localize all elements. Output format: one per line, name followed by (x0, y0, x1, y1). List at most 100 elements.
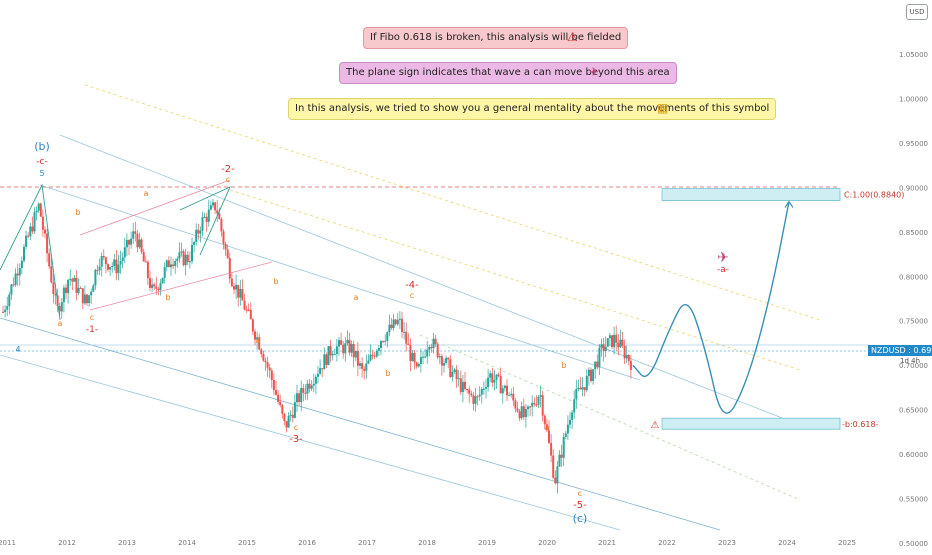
candle-body (260, 349, 263, 354)
channel-line (0, 354, 621, 531)
note-plane[interactable]: The plane sign indicates that wave a can… (339, 62, 677, 84)
candle-body (125, 239, 128, 248)
x-tick-label: 2015 (238, 539, 256, 547)
channel-line (84, 84, 821, 321)
wave-line (79, 179, 231, 236)
candle-body (27, 235, 30, 237)
candle-body (516, 408, 519, 412)
candle-body (216, 210, 219, 214)
candle-body (23, 246, 25, 261)
warning-icon: ⚠ (651, 420, 660, 431)
candle-body (199, 230, 202, 234)
candle-body (554, 477, 557, 484)
candle-body (130, 238, 133, 245)
candle-body (541, 395, 544, 416)
candle-body (102, 256, 105, 258)
wave-label-c2: c (226, 175, 230, 184)
wave-label-a_proj: -a- (717, 265, 729, 275)
candle-body (430, 346, 433, 349)
candle-body (212, 202, 214, 206)
candle-body (155, 286, 158, 289)
candle-body (367, 360, 370, 364)
candle-body (92, 285, 95, 292)
b-target-zone (661, 417, 841, 430)
candle-body (157, 288, 160, 291)
candle-body (73, 277, 76, 282)
candle-body (302, 388, 305, 393)
candle-body (54, 294, 57, 296)
candle-body (424, 356, 427, 358)
wave-label-b2: b (165, 293, 170, 302)
candle-body (615, 334, 618, 343)
candle-body (543, 415, 546, 425)
candle-body (228, 258, 231, 279)
wave-label-two: -2- (221, 164, 235, 175)
candle-body (432, 338, 435, 349)
chart-icon: ▦ (657, 101, 669, 115)
candle-body (20, 260, 23, 269)
currency-badge[interactable]: USD (906, 4, 928, 20)
candle-body (142, 251, 145, 262)
candle-body (602, 344, 605, 351)
candle-body (604, 346, 607, 351)
candle-body (331, 353, 334, 356)
candle-body (60, 302, 63, 312)
candle-body (222, 231, 225, 244)
candle-body (499, 375, 502, 394)
wave-label-b1: b (75, 208, 80, 217)
y-tick-label: 0.50000 (899, 540, 928, 548)
note-mentality[interactable]: In this analysis, we tried to show you a… (288, 98, 777, 120)
candle-body (138, 239, 141, 248)
candle-body (107, 264, 109, 270)
candle-body (527, 406, 529, 410)
candle-body (478, 394, 481, 397)
candle-body (587, 369, 590, 376)
candle-body (373, 355, 376, 357)
candle-body (556, 466, 559, 484)
candle-body (10, 284, 13, 295)
candle-body (394, 319, 397, 325)
y-tick-label: 0.65000 (899, 407, 928, 415)
c-target-zone (661, 188, 841, 201)
candle-body (323, 354, 326, 370)
candle-body (480, 389, 483, 395)
candle-body (41, 216, 44, 230)
projection-arrowhead (784, 200, 794, 208)
price-sep: : (908, 346, 911, 355)
candle-body (317, 373, 319, 377)
candle-body (88, 295, 91, 304)
candle-body (552, 455, 555, 478)
wave-label-a4: a (354, 293, 359, 302)
c-target-label: C:1.00(0.8840) (844, 191, 904, 200)
note-fibo[interactable]: If Fibo 0.618 is broken, this analysis w… (363, 27, 629, 49)
candle-body (512, 393, 515, 401)
y-tick-label: 0.90000 (899, 184, 928, 192)
candle-body (371, 354, 374, 356)
candle-body (329, 346, 332, 356)
candle-body (296, 393, 298, 403)
candle-body (104, 257, 107, 265)
candle-body (201, 217, 204, 231)
candle-body (266, 362, 269, 368)
candle-body (165, 260, 168, 268)
candle-body (564, 433, 567, 437)
candle-body (613, 334, 616, 348)
candle-body (81, 288, 84, 304)
channel-line (59, 134, 801, 426)
candle-body (207, 209, 210, 222)
price-value: 0.69948 (913, 346, 932, 355)
b-target-label: -b:0.618- (842, 420, 879, 429)
candle-body (109, 267, 112, 270)
candle-body (233, 286, 235, 290)
y-tick-label: 0.70000 (899, 362, 928, 370)
candle-body (524, 409, 527, 418)
price-symbol: NZDUSD (871, 346, 906, 355)
candle-body (608, 335, 611, 339)
candle-body (338, 340, 340, 347)
candle-body (533, 402, 536, 405)
candle-body (306, 383, 309, 394)
candle-body (214, 202, 217, 211)
candle-body (149, 278, 151, 288)
